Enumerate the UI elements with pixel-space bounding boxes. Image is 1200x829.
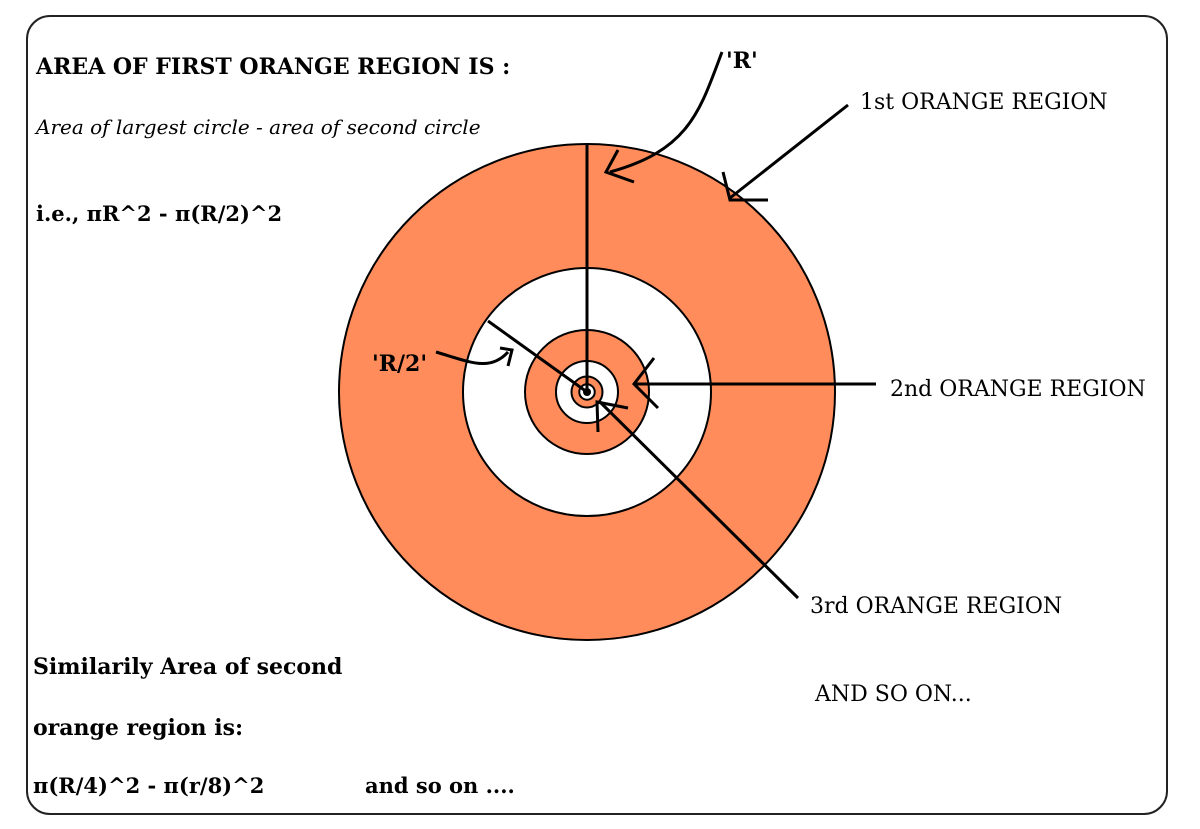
and-so-on-text: and so on ....: [365, 773, 515, 798]
arrow-first-region: [729, 103, 849, 200]
diagram-frame: [26, 15, 1168, 815]
radius-R-half-line: [487, 319, 588, 394]
formula-first-region: i.e., πR^2 - π(R/2)^2: [36, 201, 283, 226]
label-third-orange-region: 3rd ORANGE REGION: [810, 594, 1063, 619]
arrow-R-half-head: [499, 346, 514, 367]
similarly-line-2: orange region is:: [33, 715, 244, 741]
label-and-so-on: AND SO ON...: [815, 682, 972, 707]
arrow-second-region-head: [632, 357, 660, 410]
label-radius-R: 'R': [726, 48, 758, 74]
arrow-R-head: [603, 149, 635, 184]
similarly-line-1: Similarily Area of second: [33, 654, 343, 680]
label-second-orange-region: 2nd ORANGE REGION: [890, 377, 1146, 402]
arrow-R: [609, 51, 724, 174]
subtitle-text: Area of largest circle - area of second …: [36, 115, 481, 139]
formula-second-region: π(R/4)^2 - π(r/8)^2: [33, 773, 265, 798]
arrow-R-half: [435, 350, 510, 366]
label-radius-R-half: 'R/2': [372, 351, 428, 377]
label-first-orange-region: 1st ORANGE REGION: [860, 90, 1108, 115]
arrow-third-region: [598, 400, 800, 600]
arrow-third-region-head: [595, 400, 629, 433]
arrow-first-region-head: [721, 171, 768, 202]
heading-title: AREA OF FIRST ORANGE REGION IS :: [36, 54, 511, 80]
